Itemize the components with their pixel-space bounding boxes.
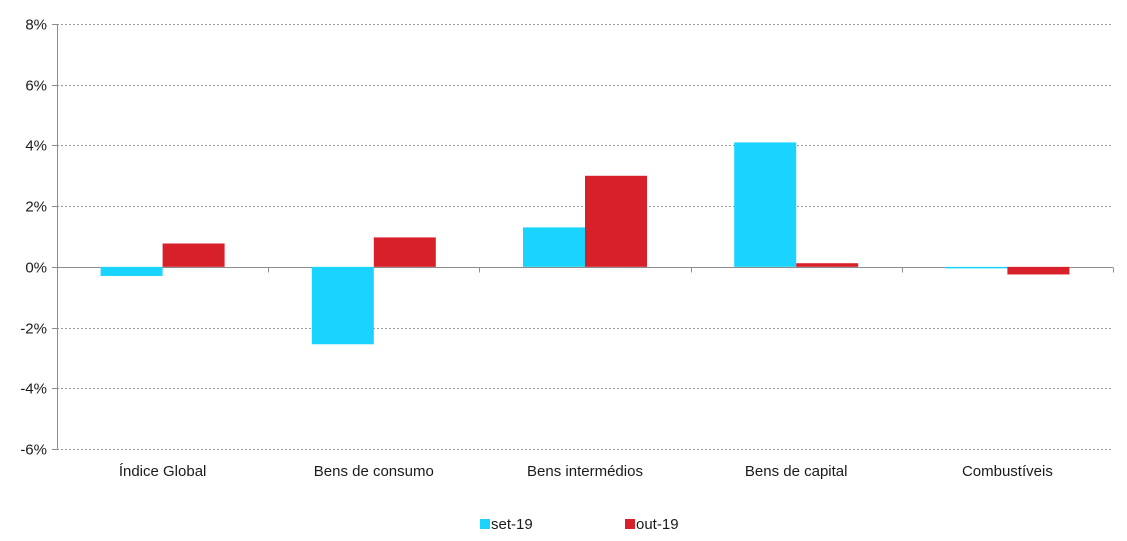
bar-set-19 (100, 266, 163, 276)
bar-set-19 (734, 142, 797, 267)
y-tick-label: -4% (20, 381, 47, 398)
legend: set-19 out-19 (480, 516, 679, 533)
bar-out-19 (162, 243, 225, 267)
x-category-label: Índice Global (119, 463, 207, 480)
bar-out-19 (1007, 266, 1070, 275)
y-tick-label: 2% (25, 199, 47, 216)
x-category-label: Bens de consumo (314, 463, 434, 480)
bars (100, 142, 1070, 345)
y-tick-label: 4% (25, 138, 47, 155)
legend-swatch-set-19 (480, 519, 490, 529)
x-category-label: Bens de capital (745, 463, 848, 480)
y-tick-label: -2% (20, 321, 47, 338)
x-category-label: Bens intermédios (527, 463, 643, 480)
y-tick-label: 6% (25, 78, 47, 95)
bar-set-19 (945, 266, 1008, 269)
y-tick-label: 8% (25, 17, 47, 34)
legend-label-out-19: out-19 (636, 516, 679, 533)
axis-labels: -6% -4% -2% 0% 2% 4% 6% 8% Índice Global Bens de … (20, 17, 1053, 481)
y-tick-label: 0% (25, 260, 47, 277)
x-category-label: Combustíveis (962, 463, 1053, 480)
bar-out-19 (585, 175, 647, 267)
axes (52, 24, 1114, 450)
gridlines (57, 24, 1113, 450)
legend-swatch-out-19 (625, 519, 635, 529)
bar-out-19 (373, 237, 436, 267)
bar-set-19 (523, 227, 585, 267)
bar-out-19 (796, 263, 859, 267)
legend-label-set-19: set-19 (491, 516, 533, 533)
bar-set-19 (311, 266, 374, 345)
y-tick-label: -6% (20, 442, 47, 459)
